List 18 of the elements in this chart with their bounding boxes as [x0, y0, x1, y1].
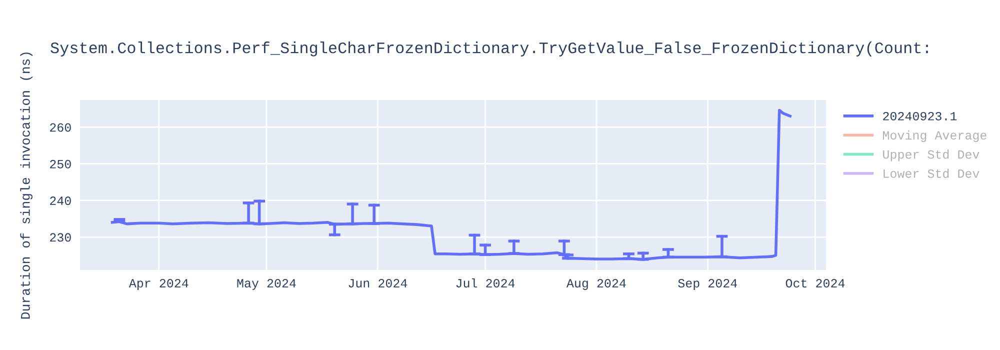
legend-label: Moving Average — [882, 130, 986, 142]
x-tick-label: Jul 2024 — [456, 278, 515, 288]
x-tick-label: May 2024 — [237, 279, 296, 290]
x-tick-label: Apr 2024 — [128, 279, 188, 290]
x-tick-label: Aug 2024 — [566, 279, 626, 290]
x-tick-label: Jun 2024 — [348, 279, 408, 288]
y-axis-title: Duration of single invocation (ns) — [20, 52, 32, 319]
legend-label: 20240923.1 — [883, 112, 957, 120]
y-tick-label: 230 — [50, 233, 71, 242]
chart-title: System.Collections.Perf_SingleCharFrozenDictionary.TryGetValue_False_FrozenDictionary(Count: — [50, 42, 928, 56]
y-tick-label: 240 — [50, 196, 71, 206]
legend-label: Upper Std Dev — [883, 150, 980, 162]
x-tick-label: Sep 2024 — [678, 279, 738, 290]
y-tick-label: 260 — [50, 123, 71, 132]
x-tick-label: Oct 2024 — [786, 279, 845, 288]
legend-label: Lower Std Dev — [884, 168, 980, 178]
line-series — [110, 108, 792, 261]
y-tick-label: 250 — [50, 160, 71, 168]
